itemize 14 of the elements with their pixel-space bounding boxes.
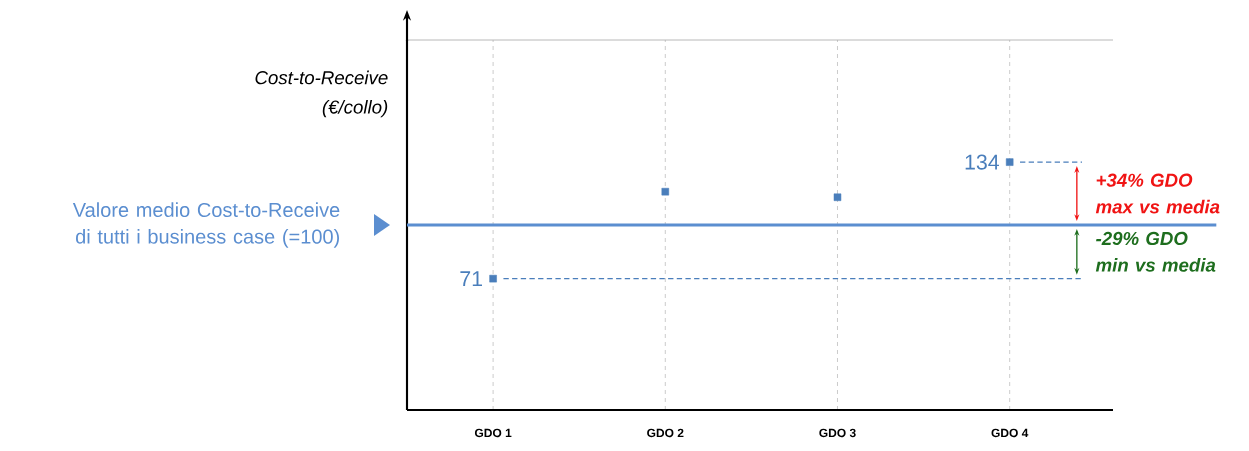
x-tick-label: GDO 4 — [991, 428, 1029, 438]
point — [833, 193, 842, 201]
data-label: 71 — [460, 271, 482, 286]
data-label: 134 — [965, 154, 999, 170]
point — [661, 187, 670, 196]
x-tick-label: GDO 2 — [647, 428, 684, 438]
x-tick-label: GDO 3 — [819, 428, 856, 438]
point — [489, 274, 497, 283]
y-axis-title: Cost-to-Receive (€/collo) — [255, 70, 388, 118]
point — [1005, 158, 1014, 166]
ref-line-label: Valore medio Cost-to-Receive di tutti i business case (=100) — [72, 202, 340, 248]
x-tick-label: GDO 1 — [474, 428, 512, 438]
annotation: -29% GDO min vs media — [1095, 231, 1216, 272]
annotation: +34% GDO max vs media — [1095, 173, 1220, 214]
